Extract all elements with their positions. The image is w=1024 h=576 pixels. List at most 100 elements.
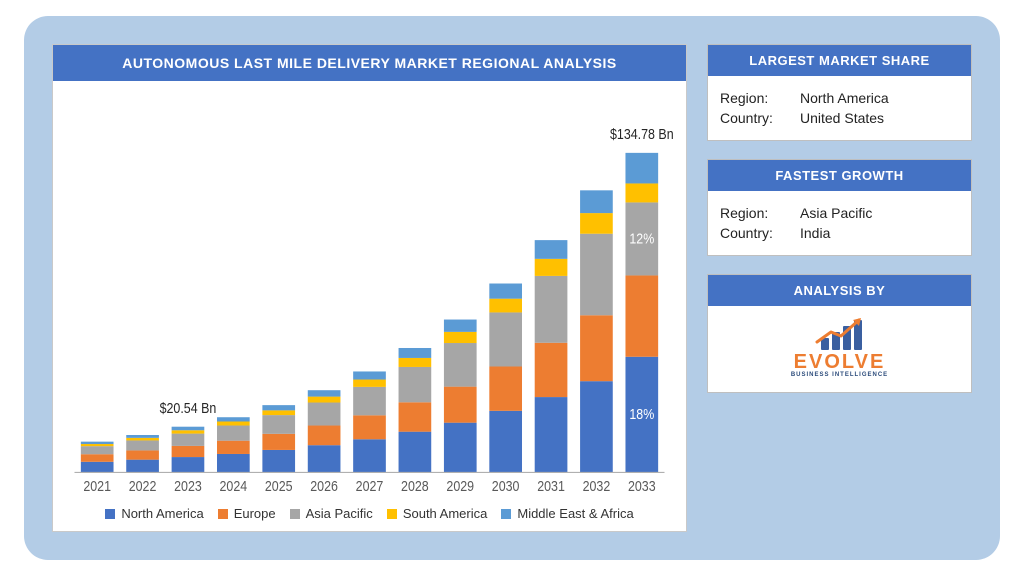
panel-fastest-growth: FASTEST GROWTH Region: Asia Pacific Coun… [707, 159, 972, 256]
panel-largest-market-share: LARGEST MARKET SHARE Region: North Ameri… [707, 44, 972, 141]
bar-segment [489, 411, 522, 473]
x-axis-label: 2023 [174, 478, 202, 494]
info-value: India [800, 225, 830, 241]
bar-segment [126, 440, 159, 450]
info-row: Region: Asia Pacific [720, 205, 959, 221]
x-axis-label: 2026 [310, 478, 338, 494]
logo-bars-icon [817, 316, 863, 350]
x-axis-label: 2024 [220, 478, 248, 494]
bar-segment [535, 397, 568, 472]
bar-segment [444, 343, 477, 387]
bar-segment [399, 348, 432, 358]
bar-segment [308, 445, 341, 472]
logo-sub-text: BUSINESS INTELLIGENCE [791, 372, 888, 378]
chart-annotation: 18% [629, 406, 654, 422]
bar-segment [262, 434, 295, 450]
bar-segment [580, 213, 613, 234]
info-key: Country: [720, 225, 792, 241]
info-key: Region: [720, 90, 792, 106]
x-axis-label: 2027 [356, 478, 384, 494]
bar-segment [444, 423, 477, 473]
x-axis-label: 2025 [265, 478, 293, 494]
bar-segment [444, 320, 477, 332]
panel-analysis-by: ANALYSIS BY EVOLVE BUSINESS INTELL [707, 274, 972, 393]
bar-segment [580, 234, 613, 316]
bar-segment [444, 332, 477, 343]
legend-swatch [218, 509, 228, 519]
bar-segment [535, 259, 568, 276]
bar-segment [126, 438, 159, 441]
info-key: Country: [720, 110, 792, 126]
x-axis-label: 2022 [129, 478, 157, 494]
info-row: Region: North America [720, 90, 959, 106]
info-row: Country: India [720, 225, 959, 241]
bar-segment [172, 457, 205, 472]
bar-segment [262, 405, 295, 410]
chart-annotation: $20.54 Bn [160, 400, 217, 416]
bar-segment [489, 312, 522, 366]
bar-segment [399, 367, 432, 402]
outer-frame: AUTONOMOUS LAST MILE DELIVERY MARKET REG… [24, 16, 1000, 560]
bar-segment [353, 387, 386, 415]
info-value: United States [800, 110, 884, 126]
bar-segment [172, 446, 205, 457]
panel-title: ANALYSIS BY [708, 275, 971, 306]
bar-segment [126, 435, 159, 438]
bar-segment [81, 462, 114, 473]
bar-segment [262, 415, 295, 434]
bar-segment [308, 397, 341, 403]
chart-plot-area: 2021202220232024202520262027202820292030… [53, 81, 686, 500]
bar-segment [308, 426, 341, 446]
stacked-bar-chart: 2021202220232024202520262027202820292030… [63, 87, 676, 500]
bar-segment [625, 183, 658, 202]
legend-swatch [501, 509, 511, 519]
bar-segment [625, 153, 658, 184]
bar-segment [625, 275, 658, 356]
bar-segment [353, 439, 386, 472]
legend-label: Middle East & Africa [517, 506, 633, 521]
evolve-logo: EVOLVE BUSINESS INTELLIGENCE [791, 316, 888, 378]
bar-segment [81, 444, 114, 446]
legend-swatch [290, 509, 300, 519]
bar-segment [308, 403, 341, 426]
legend-item: Europe [218, 506, 276, 521]
bar-segment [81, 442, 114, 444]
bar-segment [535, 240, 568, 259]
logo-brand-text: EVOLVE [791, 352, 888, 372]
bar-segment [217, 441, 250, 454]
legend-swatch [105, 509, 115, 519]
x-axis-label: 2033 [628, 478, 656, 494]
bar-segment [353, 380, 386, 387]
bar-segment [81, 454, 114, 462]
bar-segment [444, 387, 477, 423]
legend-swatch [387, 509, 397, 519]
bar-segment [580, 315, 613, 381]
bar-segment [489, 284, 522, 299]
info-value: Asia Pacific [800, 205, 872, 221]
bar-segment [217, 421, 250, 425]
bar-segment [262, 450, 295, 473]
legend-item: Asia Pacific [290, 506, 373, 521]
chart-title: AUTONOMOUS LAST MILE DELIVERY MARKET REG… [53, 45, 686, 81]
bar-segment [308, 390, 341, 396]
legend-item: Middle East & Africa [501, 506, 633, 521]
legend-label: Europe [234, 506, 276, 521]
bar-segment [262, 410, 295, 415]
bar-segment [489, 299, 522, 313]
legend-item: South America [387, 506, 488, 521]
panel-body: Region: Asia Pacific Country: India [708, 191, 971, 255]
legend-label: Asia Pacific [306, 506, 373, 521]
bar-segment [353, 415, 386, 439]
x-axis-label: 2032 [583, 478, 611, 494]
bar-segment [126, 460, 159, 473]
bar-segment [217, 454, 250, 472]
panel-title: FASTEST GROWTH [708, 160, 971, 191]
chart-card: AUTONOMOUS LAST MILE DELIVERY MARKET REG… [52, 44, 687, 532]
chart-annotation: 12% [629, 230, 654, 246]
panel-body: Region: North America Country: United St… [708, 76, 971, 140]
bar-segment [489, 366, 522, 410]
panel-title: LARGEST MARKET SHARE [708, 45, 971, 76]
chart-legend: North AmericaEuropeAsia PacificSouth Ame… [53, 500, 686, 531]
bar-segment [81, 446, 114, 454]
bar-segment [172, 427, 205, 431]
